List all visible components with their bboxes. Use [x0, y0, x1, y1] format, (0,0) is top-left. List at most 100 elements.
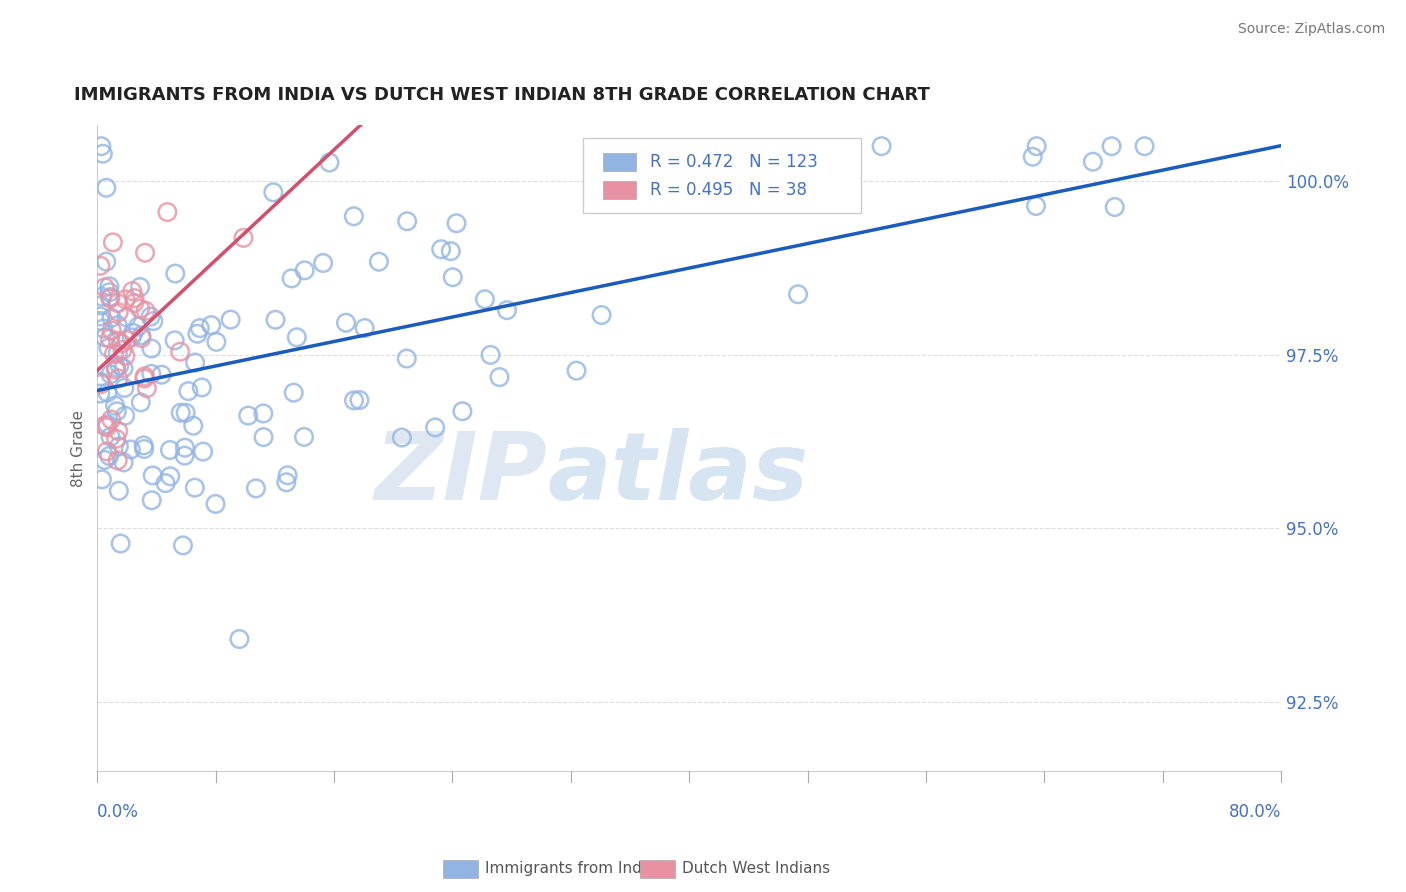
Point	[131, 328, 153, 343]
Point	[134, 245, 156, 260]
Point	[120, 442, 142, 457]
Text: R = 0.472   N = 123: R = 0.472 N = 123	[650, 153, 818, 171]
Point	[107, 453, 129, 467]
Point	[132, 438, 155, 452]
Point	[174, 406, 197, 420]
Point	[353, 321, 375, 335]
Point	[108, 359, 131, 373]
Point	[90, 290, 112, 304]
Text: IMMIGRANTS FROM INDIA VS DUTCH WEST INDIAN 8TH GRADE CORRELATION CHART: IMMIGRANTS FROM INDIA VS DUTCH WEST INDI…	[73, 87, 929, 104]
Point	[93, 453, 115, 467]
Point	[170, 406, 193, 420]
Point	[96, 417, 118, 432]
Point	[96, 420, 118, 434]
Point	[280, 271, 302, 285]
Point	[107, 346, 129, 360]
Point	[107, 296, 129, 310]
Point	[591, 308, 613, 322]
Point	[173, 449, 195, 463]
Point	[294, 263, 316, 277]
Y-axis label: 8th Grade: 8th Grade	[72, 409, 86, 487]
Point	[155, 476, 177, 491]
Point	[1025, 199, 1047, 213]
Point	[115, 333, 138, 347]
Point	[169, 344, 191, 359]
Point	[396, 214, 419, 228]
Point	[122, 326, 145, 340]
Point	[89, 310, 111, 324]
Point	[488, 370, 510, 384]
Point	[184, 355, 207, 369]
Point	[100, 368, 122, 382]
Point	[107, 334, 129, 348]
Point	[89, 259, 111, 273]
Point	[285, 330, 308, 344]
Point	[440, 244, 463, 259]
Point	[105, 432, 128, 446]
Point	[1021, 150, 1043, 164]
Point	[343, 209, 366, 223]
Point	[98, 285, 121, 300]
Point	[114, 409, 136, 423]
Text: Immigrants from India: Immigrants from India	[485, 862, 655, 876]
Point	[129, 301, 152, 316]
Point	[89, 376, 111, 390]
Point	[104, 362, 127, 376]
Point	[134, 371, 156, 385]
Point	[441, 270, 464, 285]
Point	[93, 418, 115, 433]
Point	[292, 430, 315, 444]
Point	[112, 381, 135, 395]
Point	[110, 336, 132, 351]
Point	[1101, 139, 1123, 153]
Text: Source: ZipAtlas.com: Source: ZipAtlas.com	[1237, 22, 1385, 37]
Point	[127, 319, 149, 334]
Point	[108, 439, 131, 453]
Point	[94, 280, 117, 294]
Point	[135, 381, 157, 395]
Point	[312, 256, 335, 270]
Point	[110, 536, 132, 550]
Point	[96, 385, 118, 400]
Point	[159, 469, 181, 483]
Point	[156, 205, 179, 219]
Bar	[603, 181, 636, 199]
Point	[141, 342, 163, 356]
Point	[335, 316, 357, 330]
Point	[277, 468, 299, 483]
Point	[96, 254, 118, 268]
Point	[90, 377, 112, 392]
Point	[100, 430, 122, 444]
Point	[104, 399, 127, 413]
Point	[107, 371, 129, 385]
Point	[1081, 154, 1104, 169]
Point	[451, 404, 474, 418]
Point	[121, 330, 143, 344]
Point	[89, 375, 111, 389]
Point	[96, 181, 118, 195]
Point	[112, 361, 135, 376]
Point	[787, 287, 810, 301]
FancyBboxPatch shape	[582, 138, 860, 212]
Point	[100, 310, 122, 325]
Point	[177, 384, 200, 398]
Point	[565, 364, 588, 378]
Point	[276, 475, 298, 490]
Point	[103, 347, 125, 361]
Point	[89, 314, 111, 328]
Point	[135, 303, 157, 318]
Point	[219, 312, 242, 326]
Point	[395, 351, 418, 366]
Point	[423, 420, 446, 434]
Point	[174, 441, 197, 455]
Point	[262, 186, 284, 200]
Text: R = 0.495   N = 38: R = 0.495 N = 38	[650, 181, 807, 199]
Point	[134, 442, 156, 456]
Point	[98, 332, 121, 346]
Text: Dutch West Indians: Dutch West Indians	[682, 862, 830, 876]
Point	[141, 367, 163, 381]
Point	[105, 404, 128, 418]
Point	[141, 493, 163, 508]
Point	[496, 303, 519, 318]
Point	[252, 407, 274, 421]
